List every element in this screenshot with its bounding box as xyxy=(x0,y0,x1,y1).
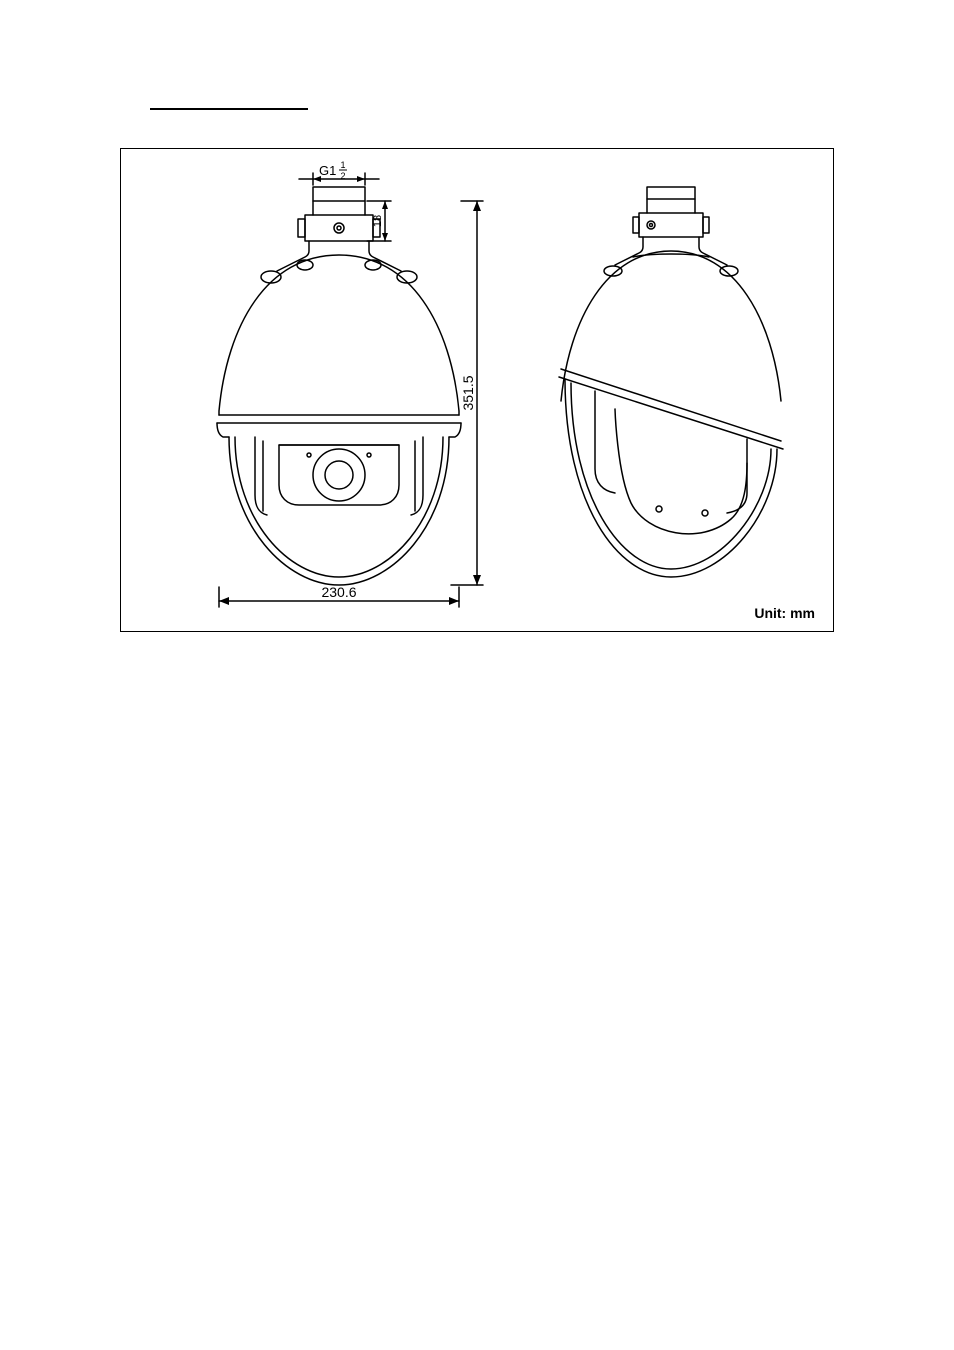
dim-top-height-label: 18 xyxy=(372,215,384,227)
side-view-drawing xyxy=(521,173,821,613)
dimension-drawing-frame: 230.6 351.5 18 G1 1 2 xyxy=(120,148,834,632)
dim-height-label: 351.5 xyxy=(460,375,476,410)
dim-thread-label-g1: G1 xyxy=(319,163,336,178)
dim-thread-frac-den: 2 xyxy=(340,171,345,181)
dim-width-label: 230.6 xyxy=(321,584,356,600)
front-view-drawing: 230.6 351.5 18 G1 1 2 xyxy=(159,155,529,625)
dim-thread-frac-num: 1 xyxy=(340,160,345,170)
section-heading-underline xyxy=(150,108,308,110)
unit-label: Unit: mm xyxy=(754,605,815,621)
